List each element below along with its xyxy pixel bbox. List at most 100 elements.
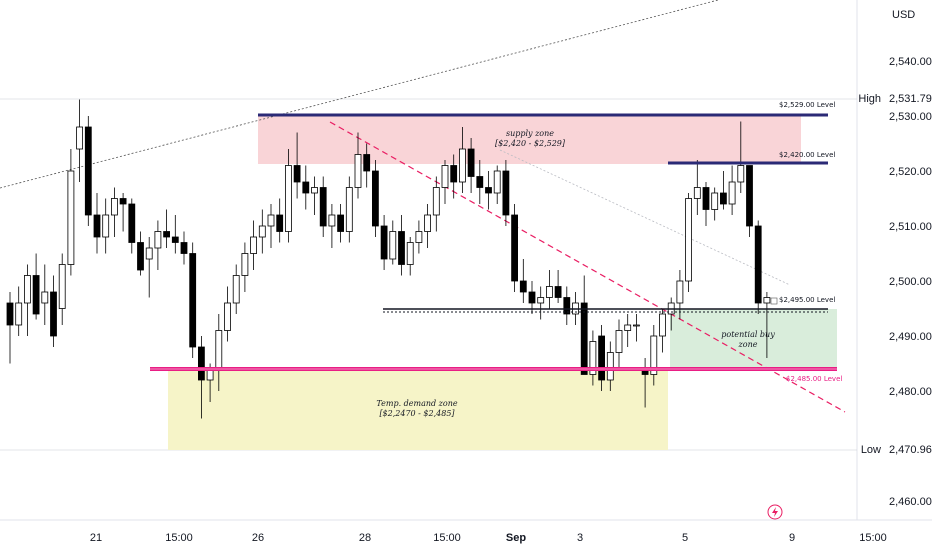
candle-up[interactable] [537,297,545,304]
candle-down[interactable] [337,214,345,232]
level-handle-2495[interactable] [770,297,778,305]
candle-up[interactable] [711,192,719,210]
candle-up[interactable] [345,187,353,232]
candle-down[interactable] [293,165,301,183]
candle-down[interactable] [563,297,571,315]
candle-down[interactable] [363,154,371,172]
candle-down[interactable] [163,231,171,238]
candle-up[interactable] [15,302,23,326]
temp-demand-zone[interactable] [168,370,668,450]
candle-down[interactable] [380,225,388,260]
candle-down[interactable] [580,302,588,375]
candle-up[interactable] [224,302,231,331]
x-tick-label: 3 [577,532,583,544]
candle-up[interactable] [763,297,771,304]
candle-down[interactable] [502,170,510,216]
candle-up[interactable] [650,335,658,375]
candle-up[interactable] [737,165,745,183]
candle-up[interactable] [624,324,632,331]
candle-down[interactable] [50,291,57,337]
candle-down[interactable] [554,286,562,298]
candle-down[interactable] [485,187,492,194]
candle-up[interactable] [267,214,275,227]
candle-down[interactable] [180,242,188,254]
lightning-icon[interactable] [767,504,783,520]
potential-buy-zone[interactable] [670,309,837,368]
candle-down[interactable] [171,236,179,243]
x-tick-label: Sep [506,532,526,544]
candle-up[interactable] [23,275,31,304]
candle-down[interactable] [720,192,727,205]
candle-up[interactable] [615,330,623,353]
candle-up[interactable] [633,324,640,327]
candle-up[interactable] [728,181,736,205]
candle-up[interactable] [676,280,684,304]
candle-down[interactable] [32,275,40,315]
candle-up[interactable] [406,242,414,265]
candle-up[interactable] [432,187,440,216]
candle-up[interactable] [354,154,362,188]
candle-down[interactable] [84,126,92,216]
currency-label[interactable]: USD [892,9,915,21]
candle-down[interactable] [319,187,327,227]
x-tick-label: 15:00 [859,532,887,544]
y-tick-label: 2,530.00 [889,111,932,123]
candle-up[interactable] [546,286,553,298]
candle-up[interactable] [241,253,249,276]
candle-down[interactable] [702,187,710,210]
candle-down[interactable] [528,291,536,304]
candle-up[interactable] [284,165,292,232]
candle-up[interactable] [415,231,423,243]
candle-up[interactable] [685,198,692,282]
candle-up[interactable] [215,330,223,370]
candle-down[interactable] [119,198,127,205]
supply-zone-range: [$2,420 - $2,529] [495,139,566,148]
candle-down[interactable] [476,176,484,188]
candle-down[interactable] [189,253,197,348]
candle-up[interactable] [58,264,66,309]
x-tick-label: 15:00 [165,532,193,544]
candle-up[interactable] [145,247,153,260]
candle-up[interactable] [424,214,432,232]
candle-up[interactable] [111,198,118,216]
candle-down[interactable] [371,170,379,227]
supply-zone[interactable] [258,115,801,164]
candle-up[interactable] [589,341,597,375]
candle-down[interactable] [128,203,136,243]
candle-up[interactable] [232,275,240,304]
candle-down[interactable] [93,214,101,238]
candle-down[interactable] [137,242,144,271]
candle-down[interactable] [598,335,605,381]
candle-up[interactable] [441,165,449,188]
candle-down[interactable] [450,165,458,183]
descending-trendline[interactable] [329,121,846,413]
candle-up[interactable] [659,313,666,337]
candle-down[interactable] [519,280,527,293]
candle-up[interactable] [41,291,49,304]
candle-up[interactable] [328,214,336,227]
candle-up[interactable] [311,187,318,194]
candle-down[interactable] [302,181,310,194]
candle-up[interactable] [76,126,83,150]
candle-up[interactable] [458,148,466,183]
candle-up[interactable] [493,170,501,194]
candle-down[interactable] [6,302,14,326]
candle-up[interactable] [102,214,110,238]
candle-up[interactable] [258,225,266,238]
candle-down[interactable] [746,165,753,227]
candle-up[interactable] [67,170,75,265]
price-axis[interactable]: 2,540.00 2,530.00 2,520.00 2,510.00 2,500.00… [889,56,932,508]
candle-down[interactable] [754,225,762,304]
candle-up[interactable] [389,231,397,260]
candle-down[interactable] [511,214,519,282]
candle-up[interactable] [606,352,614,381]
candle-down[interactable] [398,231,405,265]
candle-up[interactable] [250,236,258,254]
candle-down[interactable] [276,214,284,232]
candle-up[interactable] [154,231,162,249]
candle-down[interactable] [197,346,205,381]
time-axis[interactable]: 21 15:00 26 28 15:00 Sep 3 5 9 15:00 [90,532,887,544]
candle-up[interactable] [693,187,701,199]
candle-down[interactable] [467,148,475,177]
